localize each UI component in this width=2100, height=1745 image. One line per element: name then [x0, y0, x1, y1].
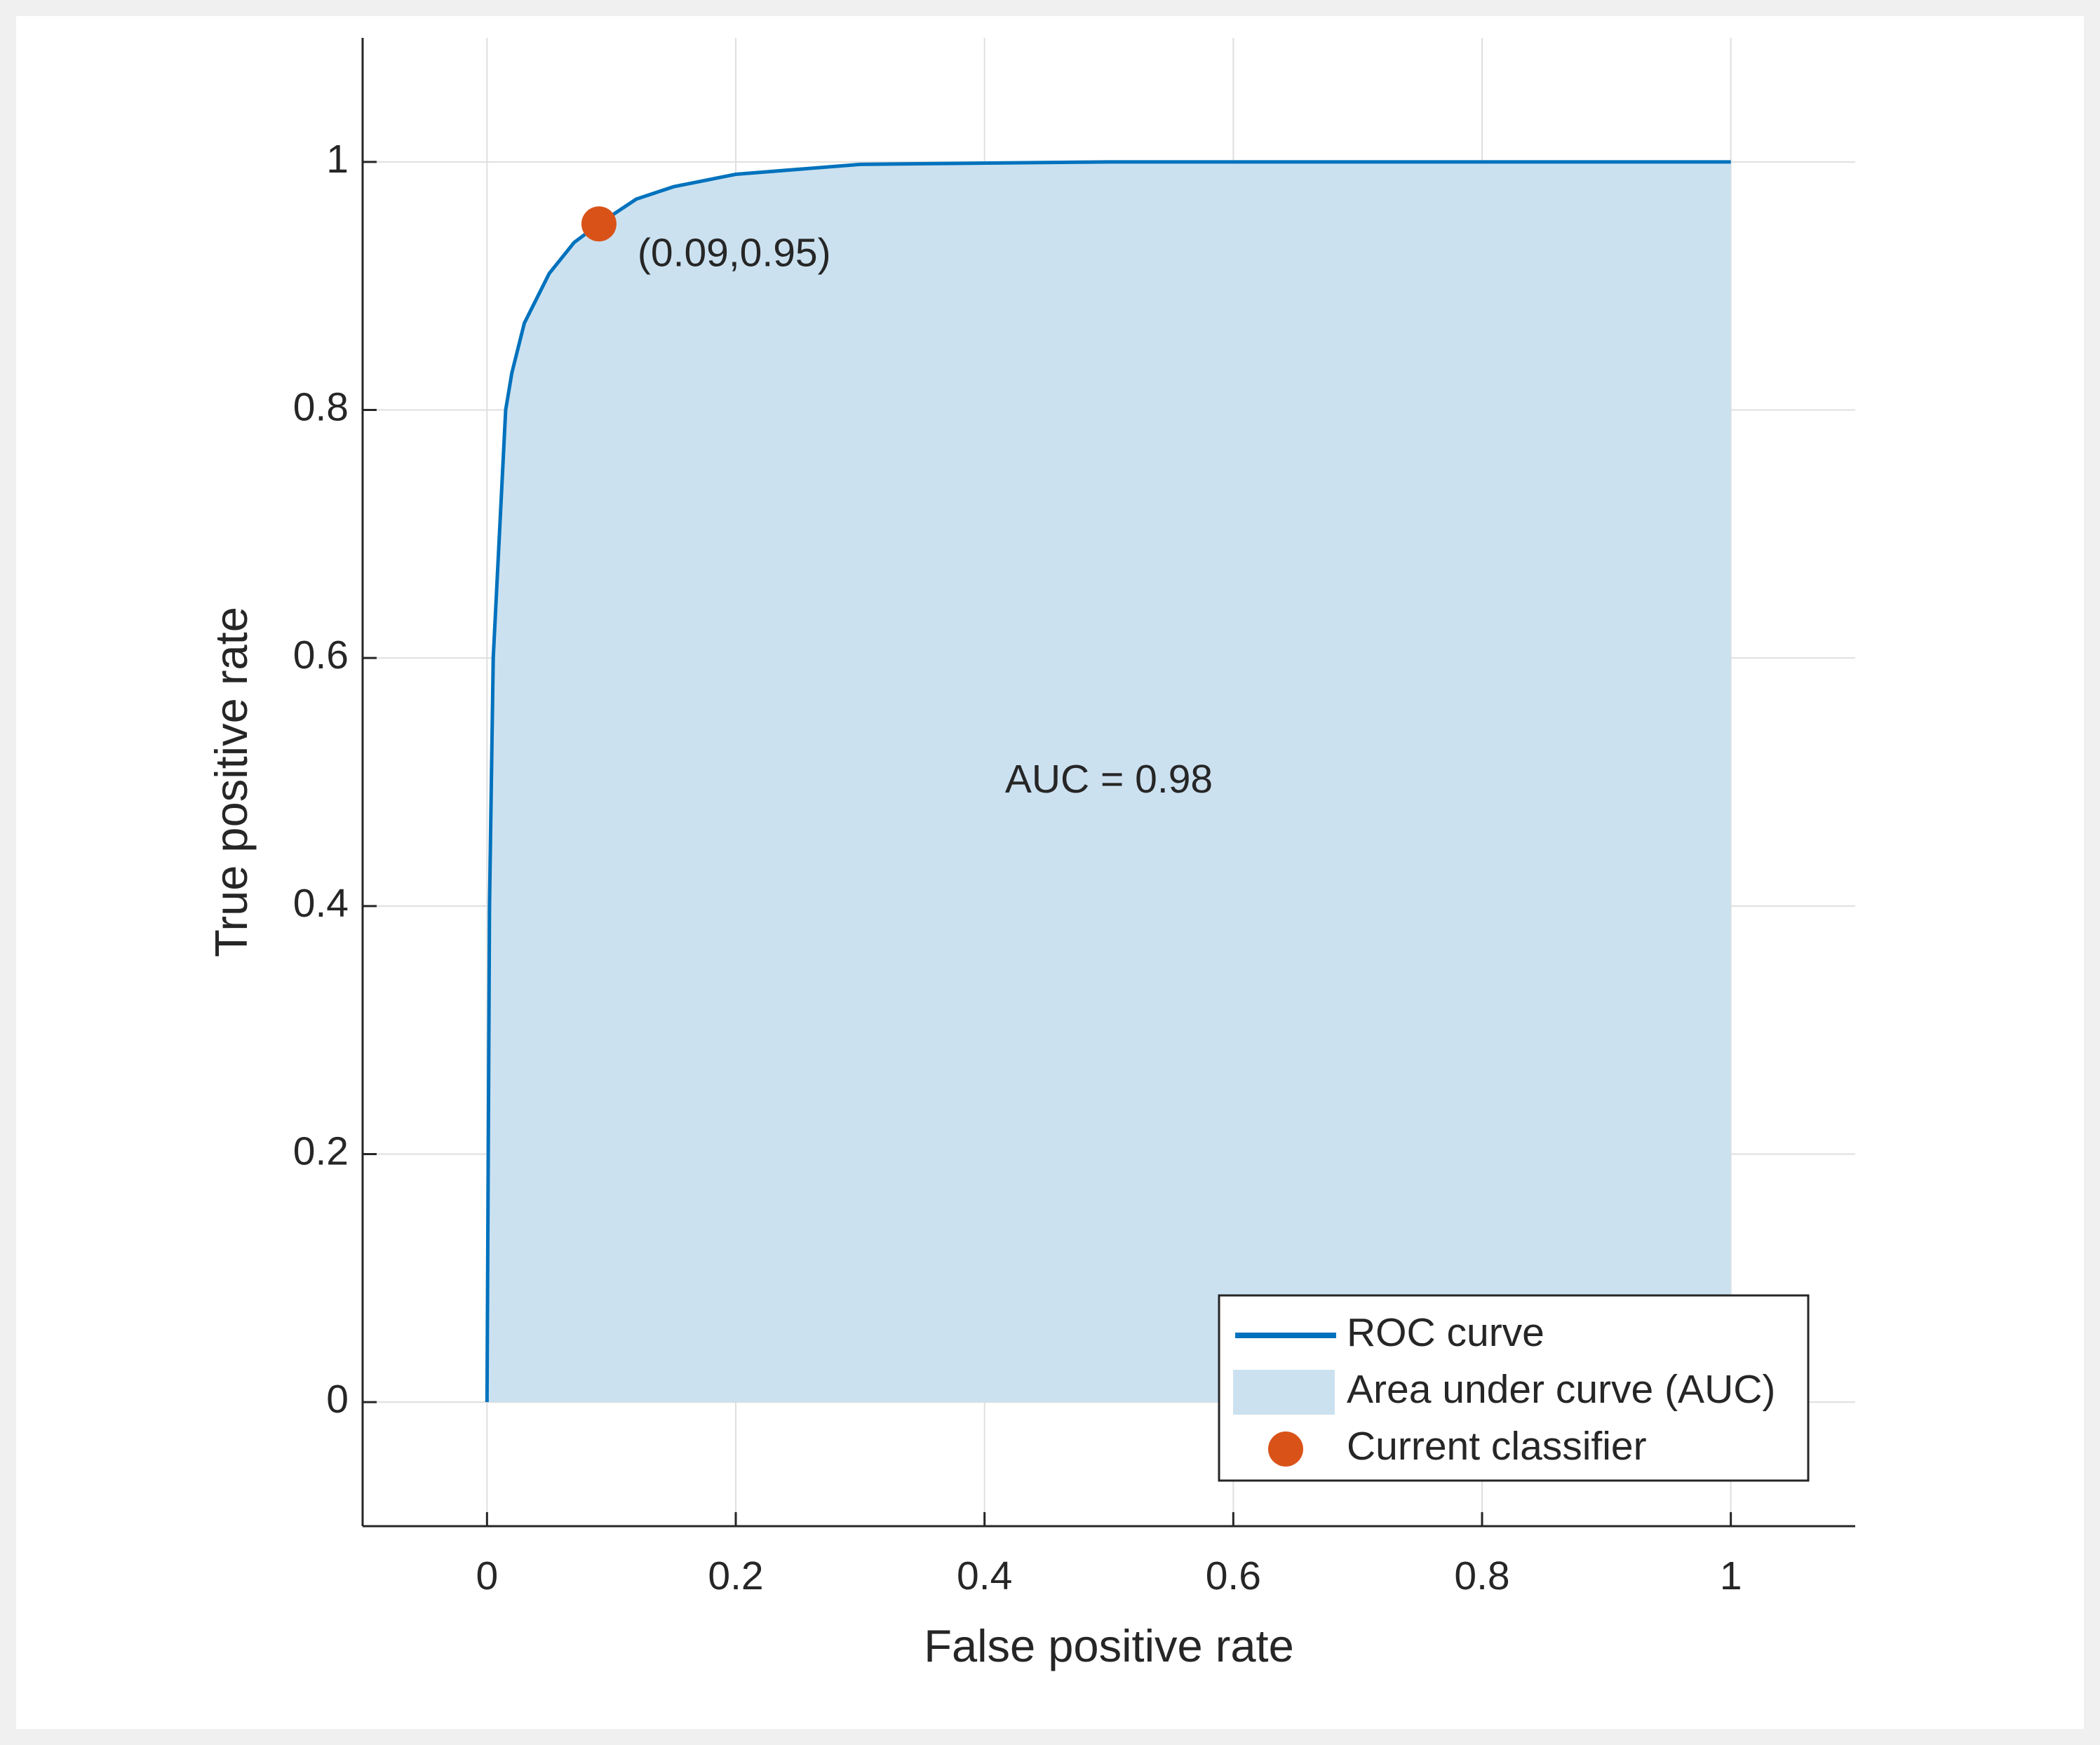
x-tick-label: 0.6: [1206, 1554, 1261, 1598]
roc-curve: [485, 160, 1731, 1403]
y-tick-label: 0.2: [293, 1129, 349, 1174]
y-tick-label: 1: [326, 137, 349, 182]
auc-area: [487, 161, 1731, 1403]
x-tick-label: 0.2: [708, 1554, 763, 1598]
legend-label: Current classifier: [1347, 1424, 1647, 1469]
legend-label: Area under curve (AUC): [1347, 1367, 1775, 1412]
x-tick-label: 0: [476, 1554, 498, 1598]
y-tick-label: 0: [326, 1377, 349, 1422]
y-tick-label: 0.4: [293, 881, 349, 926]
y-tick-label: 0.6: [293, 633, 349, 678]
legend-swatch: [1233, 1370, 1335, 1415]
x-axis-label: False positive rate: [924, 1620, 1293, 1671]
y-tick-label: 0.8: [293, 385, 349, 430]
legend-label: ROC curve: [1347, 1310, 1544, 1355]
x-tick-label: 0.8: [1454, 1554, 1509, 1598]
auc-annotation: AUC = 0.98: [1005, 757, 1213, 802]
x-tick-label: 1: [1720, 1554, 1742, 1598]
legend-marker: [1268, 1431, 1303, 1467]
classifier-point: [581, 206, 617, 242]
point-label: (0.09,0.95): [638, 230, 831, 275]
y-axis-label: True positive rate: [206, 607, 257, 957]
x-tick-label: 0.4: [957, 1554, 1012, 1598]
